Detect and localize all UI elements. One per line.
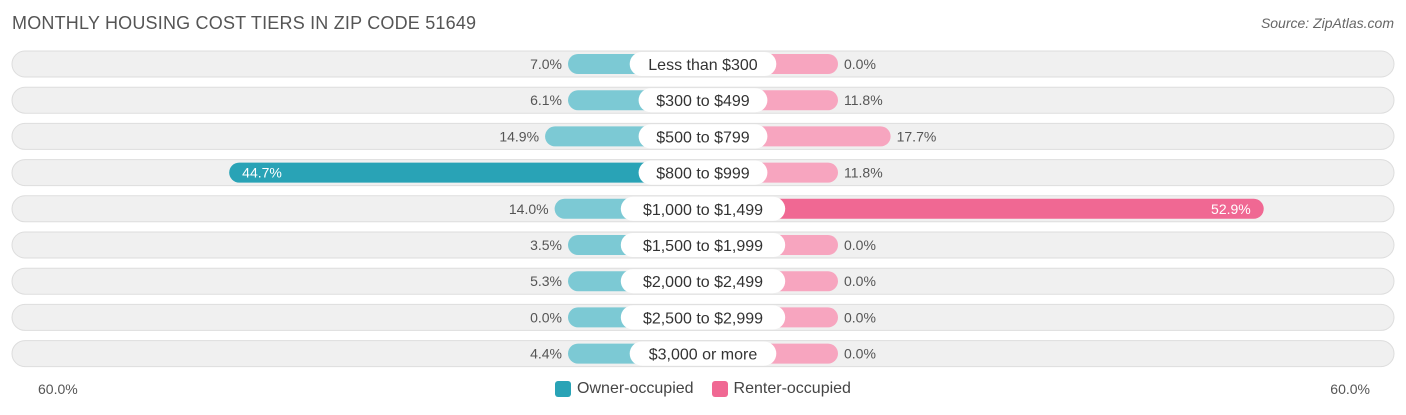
owner-bar	[229, 162, 703, 183]
category-label: Less than $300	[648, 57, 758, 74]
category-pill	[620, 196, 786, 221]
chart-title: MONTHLY HOUSING COST TIERS IN ZIP CODE 5…	[12, 13, 477, 33]
category-pill	[638, 124, 768, 149]
renter-value-label: 52.9%	[1211, 201, 1251, 217]
category-label: $500 to $799	[656, 129, 750, 146]
owner-value-label: 7.0%	[530, 56, 562, 72]
category-label: $2,000 to $2,499	[643, 274, 763, 291]
owner-value-label: 0.0%	[530, 309, 562, 325]
category-pill	[629, 341, 777, 366]
category-label: $1,000 to $1,499	[643, 202, 763, 219]
owner-value-label: 4.4%	[530, 346, 562, 362]
category-pill	[638, 88, 768, 113]
owner-value-label: 5.3%	[530, 273, 562, 289]
owner-value-label: 44.7%	[242, 165, 282, 181]
category-label: $800 to $999	[656, 166, 750, 183]
renter-bar	[703, 198, 1264, 219]
category-pill	[620, 269, 786, 294]
axis-left-label: 60.0%	[38, 381, 78, 397]
category-pill	[620, 233, 786, 257]
renter-value-label: 0.0%	[844, 346, 876, 362]
renter-value-label: 0.0%	[844, 56, 876, 72]
legend-renter-label: Renter-occupied	[733, 380, 851, 397]
legend: Owner-occupied Renter-occupied	[0, 380, 1406, 398]
legend-owner-label: Owner-occupied	[577, 380, 694, 397]
renter-value-label: 0.0%	[844, 309, 876, 325]
legend-renter: Renter-occupied	[711, 380, 851, 398]
category-label: $300 to $499	[656, 93, 750, 110]
renter-swatch	[711, 381, 728, 397]
category-label: $2,500 to $2,999	[643, 310, 763, 327]
category-label: $1,500 to $1,999	[643, 238, 763, 255]
owner-value-label: 14.0%	[509, 201, 549, 217]
renter-value-label: 0.0%	[844, 237, 876, 253]
owner-swatch	[555, 381, 572, 397]
owner-value-label: 3.5%	[530, 237, 562, 253]
source-note: Source: ZipAtlas.com	[1260, 15, 1394, 31]
category-pill	[638, 160, 768, 185]
renter-value-label: 11.8%	[844, 92, 883, 108]
category-pill	[629, 52, 777, 76]
renter-value-label: 11.8%	[844, 165, 883, 181]
category-pill	[620, 305, 786, 330]
renter-value-label: 17.7%	[897, 128, 937, 144]
renter-value-label: 0.0%	[844, 273, 876, 289]
legend-owner: Owner-occupied	[555, 380, 694, 398]
owner-value-label: 14.9%	[499, 128, 539, 144]
owner-value-label: 6.1%	[530, 92, 562, 108]
category-label: $3,000 or more	[649, 347, 758, 364]
axis-right-label: 60.0%	[1330, 381, 1370, 397]
